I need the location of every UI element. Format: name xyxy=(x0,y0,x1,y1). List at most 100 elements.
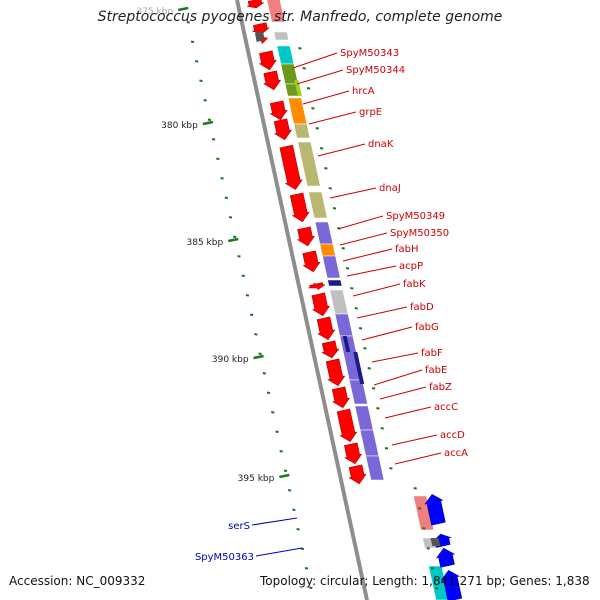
major-tick xyxy=(279,473,290,479)
minor-tick xyxy=(363,347,367,350)
minor-tick xyxy=(224,196,228,200)
minor-tick xyxy=(190,40,195,44)
minor-tick xyxy=(311,107,315,110)
gene-label-dnak: dnaK xyxy=(368,139,394,150)
minor-tick xyxy=(233,235,237,239)
gene-label-fabz: fabZ xyxy=(429,382,452,393)
cog-category-accent xyxy=(294,80,302,96)
gene-arrow-accc xyxy=(336,408,358,443)
minor-tick xyxy=(245,294,250,297)
gene-leader-line xyxy=(255,547,303,557)
cog-category-block xyxy=(273,31,289,41)
gene-arrow-fabz xyxy=(331,386,351,409)
minor-tick xyxy=(241,274,245,278)
gene-label-spym50343: SpyM50343 xyxy=(340,48,399,59)
cog-category-block xyxy=(413,495,435,531)
cog-category-accent xyxy=(342,336,351,352)
minor-tick xyxy=(309,586,313,590)
gene-arrow-acca xyxy=(348,464,367,485)
minor-tick xyxy=(199,79,203,83)
gene-label-hrca: hrcA xyxy=(352,86,375,97)
gene-label-acpp: acpP xyxy=(399,261,423,272)
gene-arrow-acpp xyxy=(302,250,321,273)
cog-category-block xyxy=(354,405,374,431)
minor-tick xyxy=(354,307,358,310)
gene-label-fabh: fabH xyxy=(395,244,419,255)
gene-arrow-spym50344 xyxy=(252,22,270,35)
gene-arrow-fabh xyxy=(296,226,316,247)
cog-category-accent xyxy=(353,352,365,384)
tick-label: 390 kbp xyxy=(212,355,249,365)
cog-category-accent xyxy=(430,538,441,546)
cog-category-block xyxy=(314,221,334,245)
minor-tick xyxy=(417,507,422,510)
minor-tick xyxy=(262,372,267,375)
minor-tick xyxy=(195,60,199,63)
minor-tick xyxy=(413,487,417,490)
gene-arrow-fabg xyxy=(316,316,336,341)
gene-leader-line xyxy=(296,69,344,85)
gene-leader-line xyxy=(339,232,388,246)
gene-arrow-spym50349 xyxy=(279,144,303,190)
minor-tick xyxy=(228,216,233,219)
cog-category-block xyxy=(297,141,321,187)
gene-label-dnaj: dnaJ xyxy=(379,183,401,194)
gene-label-fabg: fabG xyxy=(415,322,439,333)
gene-leader-line xyxy=(342,248,393,262)
major-tick xyxy=(202,120,214,126)
accession-label: Accession: NC_009332 xyxy=(9,574,146,588)
cog-category-block xyxy=(287,97,308,125)
minor-tick xyxy=(435,587,439,590)
tick-label: 395 kbp xyxy=(238,474,275,484)
gene-leader-line xyxy=(251,517,298,526)
gene-label-acca: accA xyxy=(444,448,468,459)
gene-leader-line xyxy=(292,52,338,69)
cog-category-block xyxy=(329,289,349,315)
gene-arrow-dnak xyxy=(269,100,288,121)
gene-label-spym50350: SpyM50350 xyxy=(390,228,449,239)
minor-tick xyxy=(302,67,306,70)
cog-category-block xyxy=(276,45,295,65)
minor-tick xyxy=(203,99,207,102)
gene-label-grpe: grpE xyxy=(359,107,382,118)
gene-arrow-grpe xyxy=(263,70,282,91)
gene-arrow-spym50350 xyxy=(289,192,310,223)
minor-tick xyxy=(220,177,224,180)
gene-label-fabd: fabD xyxy=(410,302,434,313)
gene-leader-line xyxy=(384,406,432,419)
minor-tick xyxy=(306,87,311,90)
minor-tick xyxy=(319,147,324,150)
genome-backbone xyxy=(235,0,369,600)
gene-label-spym50349: SpyM50349 xyxy=(386,211,445,222)
cog-category-block xyxy=(365,455,385,481)
gene-arrow xyxy=(435,547,456,568)
gene-leader-line xyxy=(346,265,397,277)
minor-tick xyxy=(430,567,435,570)
gene-leader-line xyxy=(352,283,401,297)
gene-arrow-fragment xyxy=(313,283,326,290)
minor-tick xyxy=(328,187,332,190)
minor-tick xyxy=(207,118,212,122)
minor-tick xyxy=(275,430,279,434)
topology-summary: Topology: circular; Length: 1,841,271 bp… xyxy=(260,574,590,588)
minor-tick xyxy=(358,327,363,330)
minor-tick xyxy=(279,450,283,453)
minor-tick xyxy=(341,247,345,250)
gene-label-sers: serS xyxy=(228,521,250,532)
cog-category-block xyxy=(359,429,380,457)
gene-leader-line xyxy=(329,187,377,199)
minor-tick xyxy=(384,447,389,450)
minor-tick xyxy=(292,508,296,512)
cog-category-accent xyxy=(254,31,265,42)
minor-tick xyxy=(380,427,384,430)
gene-label-spym50363: SpyM50363 xyxy=(195,552,254,563)
minor-tick xyxy=(237,255,241,258)
gene-leader-line xyxy=(371,352,419,363)
gene-label-spym50344: SpyM50344 xyxy=(346,65,405,76)
minor-tick xyxy=(350,287,354,290)
major-tick xyxy=(253,354,264,360)
gene-leader-line xyxy=(373,369,423,386)
tick-label: 385 kbp xyxy=(187,238,224,248)
tick-label: 375 kbp xyxy=(136,7,173,17)
